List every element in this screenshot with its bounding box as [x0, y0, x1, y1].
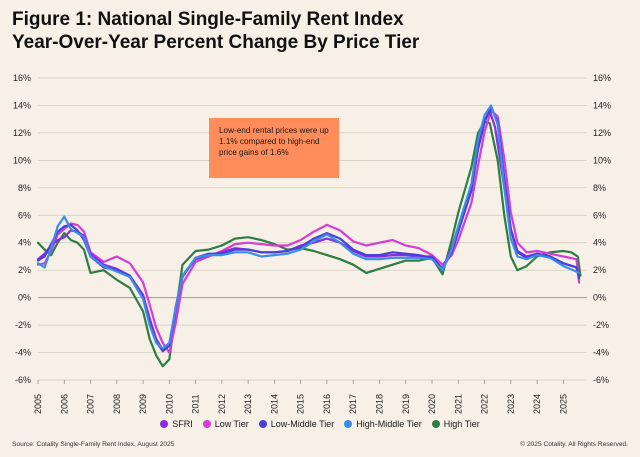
- legend-item: SFRI: [160, 419, 193, 429]
- y-tick-label-right: -6%: [593, 375, 609, 385]
- annotation-text: Low-end rental prices were up 1.1% compa…: [219, 126, 329, 157]
- x-tick-label: 2009: [138, 394, 148, 414]
- x-tick-label: 2021: [453, 394, 463, 414]
- x-tick-label: 2014: [269, 394, 279, 414]
- y-tick-label-right: 8%: [593, 183, 606, 193]
- legend-swatch: [202, 420, 211, 428]
- x-tick-label: 2012: [217, 394, 227, 414]
- y-axis-left: -6% -4% -2% 0% 2% 4% 6% 8% 10% 12% 14% 16%: [13, 73, 31, 385]
- series-line-sfri: [36, 109, 581, 351]
- x-tick-label: 2005: [33, 394, 43, 414]
- series-line-high-middle-tier: [36, 104, 581, 350]
- legend-label: High Tier: [443, 419, 480, 429]
- legend-label: SFRI: [172, 419, 193, 429]
- x-tick-label: 2007: [86, 394, 96, 414]
- legend-swatch: [431, 420, 440, 428]
- x-axis: 2005 2006 2007 2008 2009 2010 2011 2012 2013 2014…: [33, 380, 568, 414]
- x-tick-label: 2016: [322, 394, 332, 414]
- series-lines: [36, 104, 582, 368]
- y-tick-label-left: -2%: [15, 320, 31, 330]
- y-tick-label-right: 0%: [593, 293, 606, 303]
- legend-label: Low-Middle Tier: [270, 419, 335, 429]
- y-tick-label-left: -6%: [15, 375, 31, 385]
- y-tick-label-left: 10%: [13, 155, 31, 165]
- x-tick-label: 2020: [427, 394, 437, 414]
- y-tick-label-left: 4%: [18, 238, 31, 248]
- chart-legend: SFRI Low Tier Low-Middle Tier High-Middle T…: [0, 419, 640, 429]
- x-tick-label: 2022: [480, 394, 490, 414]
- x-tick-label: 2013: [243, 394, 253, 414]
- y-axis-right: -6% -4% -2% 0% 2% 4% 6% 8% 10% 12% 14% 16%: [593, 73, 611, 385]
- x-tick-label: 2011: [191, 394, 201, 413]
- y-tick-label-left: 16%: [13, 73, 31, 83]
- source-note: Source: Cotality Single-Family Rent Inde…: [12, 441, 175, 448]
- x-tick-label: 2024: [532, 394, 542, 414]
- series-line-low-tier: [36, 109, 581, 354]
- y-tick-label-left: 8%: [18, 183, 31, 193]
- y-tick-label-right: 2%: [593, 265, 606, 275]
- y-tick-label-left: 0%: [18, 293, 31, 303]
- x-tick-label: 2006: [59, 394, 69, 414]
- y-tick-label-right: 16%: [593, 73, 611, 83]
- legend-swatch: [258, 420, 267, 428]
- x-tick-label: 2015: [296, 394, 306, 414]
- legend-item: High-Middle Tier: [344, 419, 422, 429]
- legend-item: High Tier: [431, 419, 480, 429]
- chart-title: Figure 1: National Single-Family Rent In…: [12, 8, 419, 54]
- x-tick-label: 2023: [506, 394, 516, 414]
- legend-label: Low Tier: [214, 419, 249, 429]
- series-line-high-tier: [36, 120, 582, 368]
- y-tick-label-right: 10%: [593, 155, 611, 165]
- chart-title-line-2: Year-Over-Year Percent Change By Price T…: [12, 32, 420, 53]
- line-chart: -6% -4% -2% 0% 2% 4% 6% 8% 10% 12% 14% 16% -6% -4% -2…: [13, 73, 611, 414]
- legend-item: Low Tier: [202, 419, 249, 429]
- x-tick-label: 2017: [348, 394, 358, 414]
- y-tick-label-right: 6%: [593, 210, 606, 220]
- y-tick-label-right: 12%: [593, 128, 611, 138]
- x-tick-label: 2008: [112, 394, 122, 414]
- legend-label: High-Middle Tier: [356, 419, 422, 429]
- x-tick-label: 2025: [558, 394, 568, 414]
- y-tick-label-left: 2%: [18, 265, 31, 275]
- y-tick-label-right: -2%: [593, 320, 609, 330]
- legend-swatch: [160, 420, 169, 428]
- y-tick-label-left: -4%: [15, 348, 31, 358]
- chart-title-line-1: Figure 1: National Single-Family Rent In…: [12, 9, 404, 30]
- y-tick-label-right: -4%: [593, 348, 609, 358]
- y-tick-label-right: 14%: [593, 100, 611, 110]
- y-tick-label-left: 14%: [13, 100, 31, 110]
- copyright-note: © 2025 Cotality. All Rights Reserved.: [520, 441, 628, 448]
- legend-item: Low-Middle Tier: [258, 419, 335, 429]
- legend-swatch: [344, 420, 353, 428]
- x-tick-label: 2018: [374, 394, 384, 414]
- y-tick-label-right: 4%: [593, 238, 606, 248]
- annotation-box: [209, 118, 339, 178]
- x-tick-label: 2010: [164, 394, 174, 414]
- y-tick-label-left: 12%: [13, 128, 31, 138]
- x-tick-label: 2019: [401, 394, 411, 414]
- y-tick-label-left: 6%: [18, 210, 31, 220]
